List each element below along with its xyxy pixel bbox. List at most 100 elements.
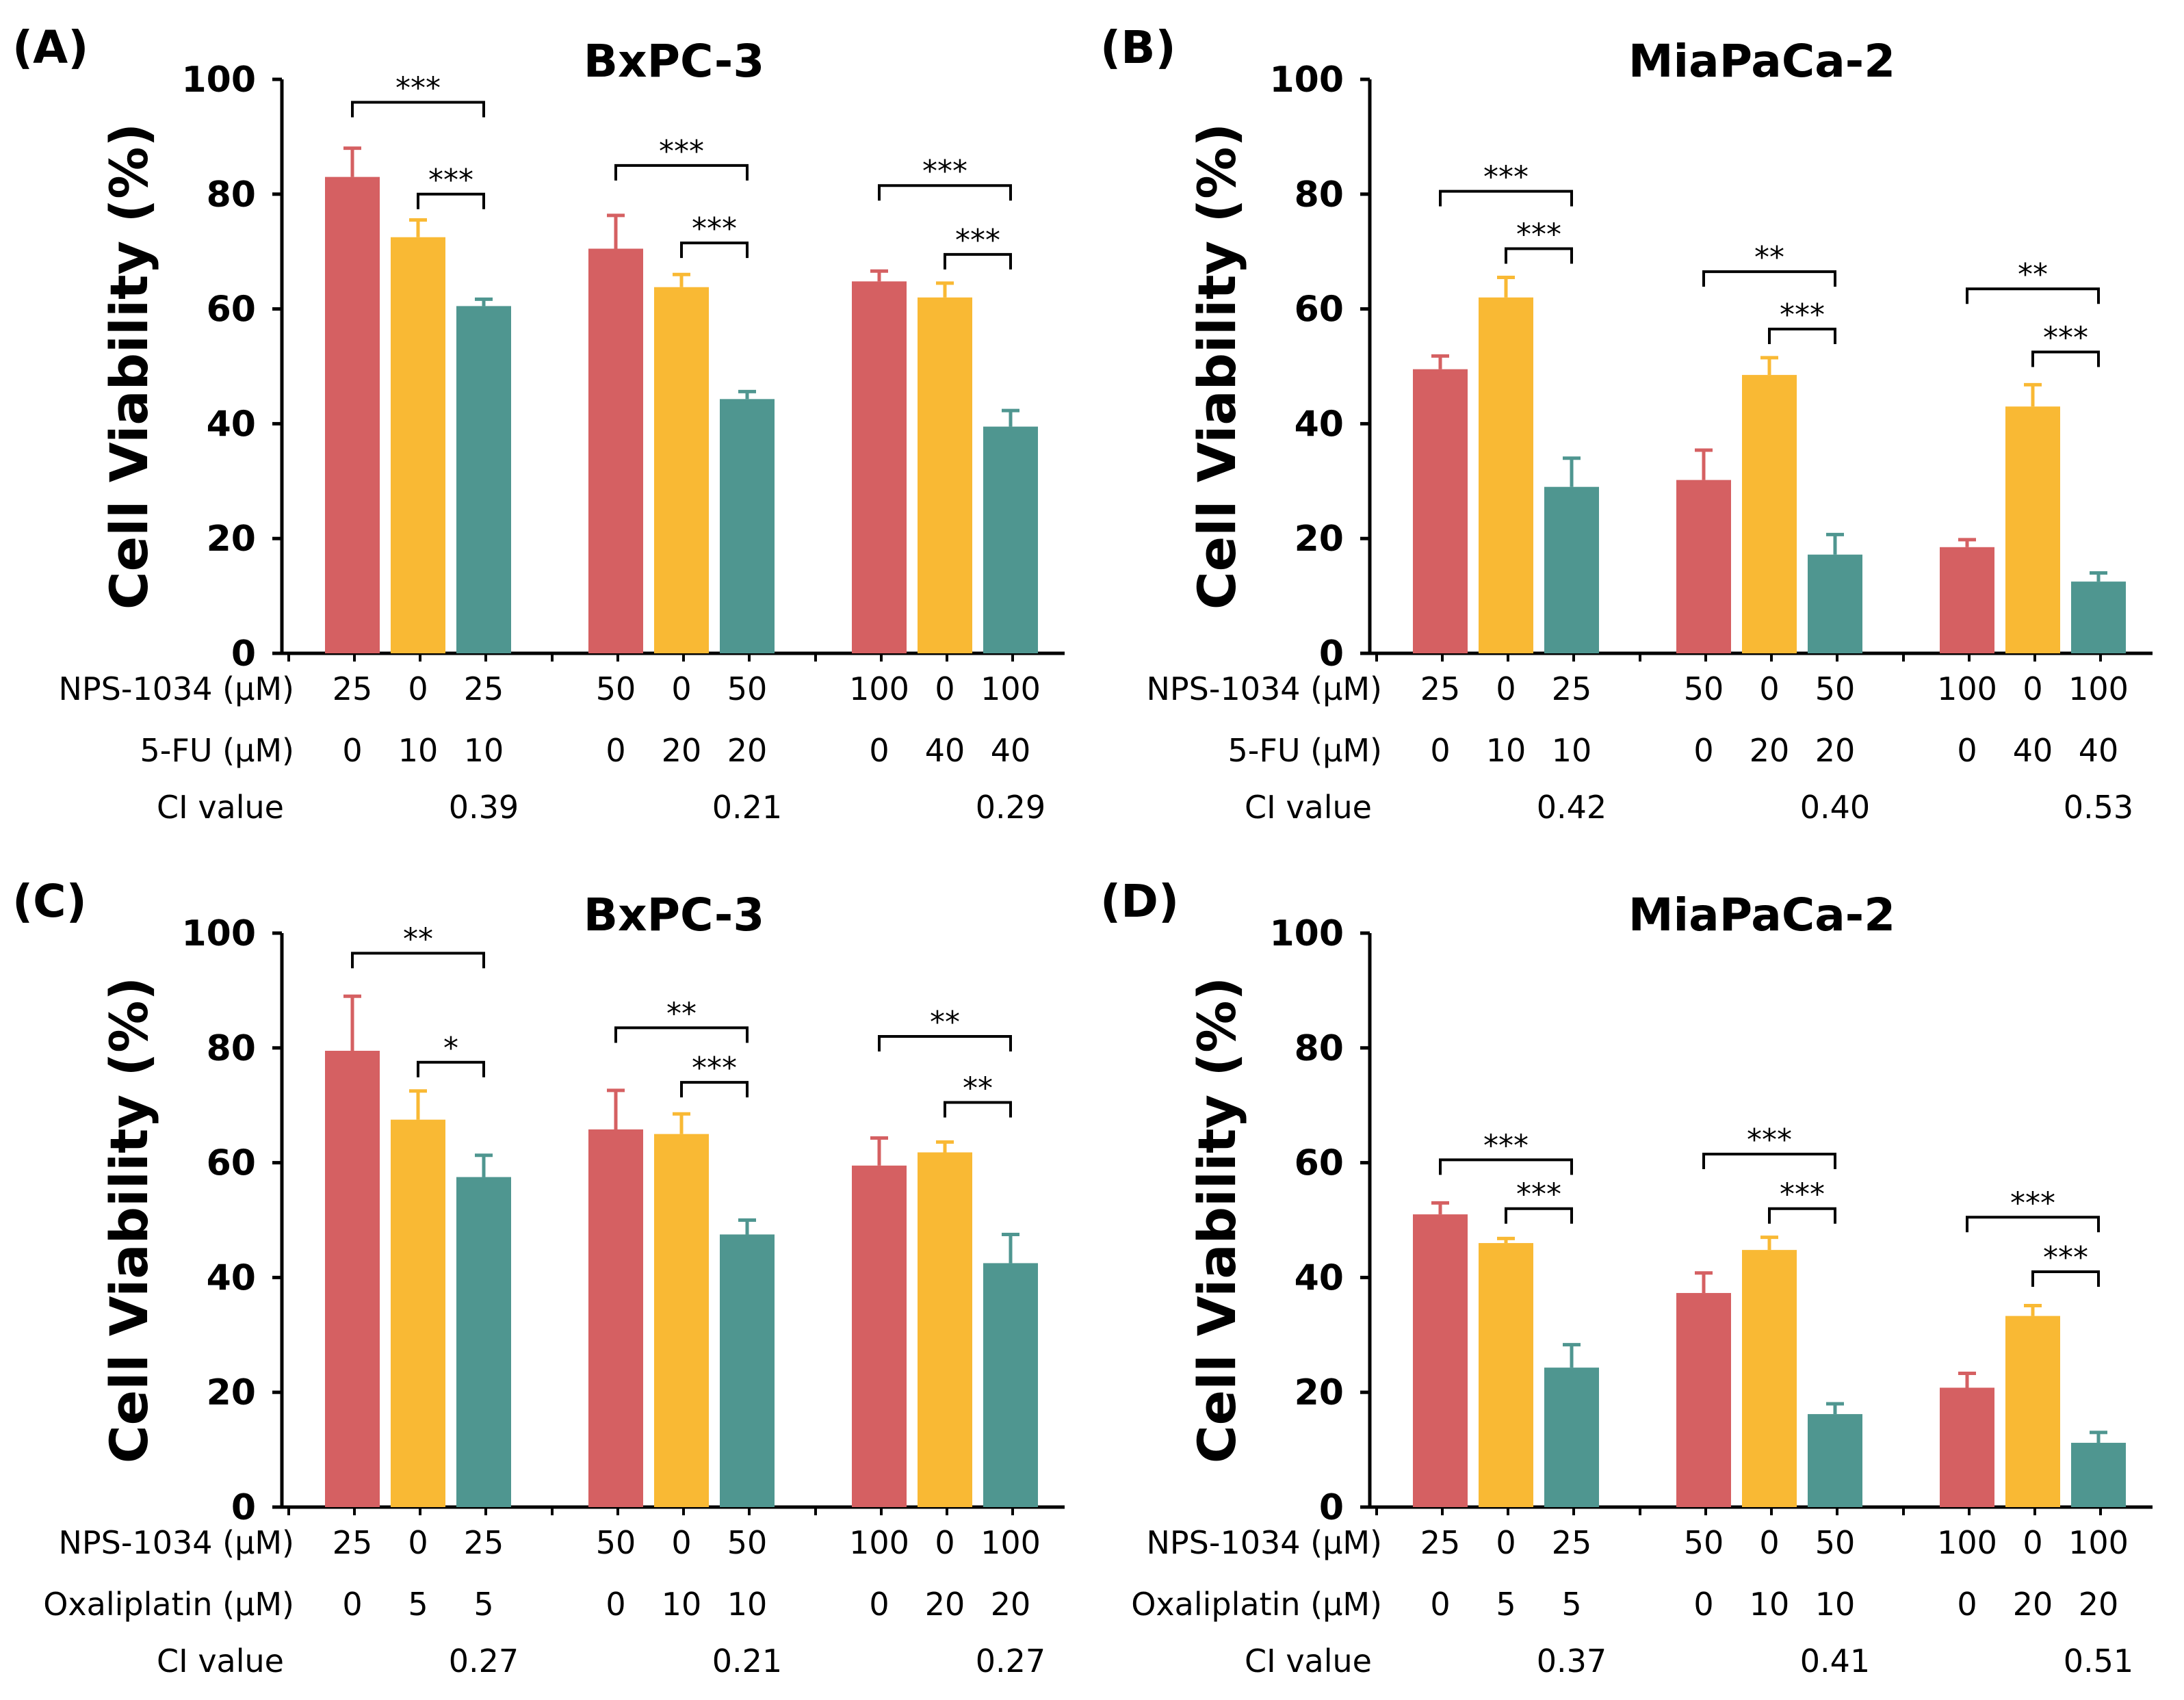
bar (983, 1263, 1038, 1507)
y-tick-label: 20 (1295, 1372, 1344, 1413)
treatment-value: 0 (671, 670, 691, 707)
treatment-value: 25 (333, 670, 373, 707)
significance-label: *** (1780, 298, 1825, 332)
significance-label: *** (428, 163, 473, 198)
bar (1808, 1414, 1862, 1507)
panel-letter: (D) (1100, 875, 1179, 928)
y-tick-label: 0 (1319, 633, 1344, 675)
ci-value: 0.27 (449, 1643, 519, 1679)
treatment-value: 0 (606, 1586, 625, 1623)
y-tick-label: 40 (207, 404, 256, 445)
y-tick-label: 20 (207, 1372, 256, 1413)
y-tick-label: 80 (1295, 1028, 1344, 1069)
bar (1479, 297, 1533, 653)
bar (983, 426, 1038, 653)
bar (1808, 554, 1862, 653)
treatment-value: 50 (1684, 1524, 1724, 1561)
significance-label: *** (2043, 1240, 2088, 1275)
treatment-value: 20 (2079, 1586, 2119, 1623)
bar (1742, 375, 1797, 653)
significance-label: ** (403, 921, 433, 956)
significance-bracket (2031, 1270, 2100, 1287)
significance-label: ** (2018, 257, 2048, 292)
bar (1544, 486, 1599, 653)
treatment-row-label: 5-FU (μM) (140, 732, 294, 769)
treatment-value: 100 (980, 1524, 1041, 1561)
significance-label: *** (1516, 218, 1561, 252)
significance-bracket (417, 192, 485, 209)
y-axis-label: Cell Viability (%) (1186, 977, 1247, 1463)
y-tick-label: 60 (207, 289, 256, 330)
treatment-value: 25 (1420, 1524, 1461, 1561)
significance-bracket (1505, 247, 1573, 264)
panel-letter: (C) (12, 875, 87, 928)
treatment-value: 10 (1486, 732, 1526, 769)
treatment-value: 50 (596, 670, 636, 707)
treatment-row-label: NPS-1034 (μM) (59, 1524, 294, 1561)
treatment-value: 10 (1815, 1586, 1856, 1623)
bar (456, 306, 511, 653)
significance-bracket (878, 1035, 1012, 1052)
significance-label: ** (963, 1071, 993, 1106)
significance-label: *** (692, 211, 737, 246)
chart-title: MiaPaCa-2 (1628, 889, 1895, 941)
chart-title: BxPC-3 (584, 889, 765, 941)
ci-value: 0.29 (976, 789, 1045, 826)
bar (918, 297, 972, 653)
y-tick-label: 60 (1295, 1143, 1344, 1184)
treatment-value: 5 (408, 1586, 428, 1623)
treatment-value: 5 (1561, 1586, 1581, 1623)
significance-bracket (1966, 287, 2100, 304)
treatment-value: 20 (1815, 732, 1856, 769)
treatment-value: 50 (1815, 1524, 1856, 1561)
significance-label: *** (2010, 1186, 2055, 1220)
treatment-value: 10 (1750, 1586, 1790, 1623)
treatment-value: 40 (991, 732, 1031, 769)
significance-bracket (417, 1060, 485, 1077)
treatment-value: 100 (1937, 1524, 1997, 1561)
significance-bracket (944, 1101, 1012, 1118)
panel-letter: (B) (1100, 21, 1176, 74)
bar (325, 176, 380, 653)
treatment-value: 0 (869, 1586, 889, 1623)
bar (456, 1177, 511, 1507)
y-tick-label: 100 (1269, 60, 1344, 101)
treatment-row-label: NPS-1034 (μM) (1147, 670, 1382, 707)
bar (1479, 1243, 1533, 1507)
bar (1413, 1214, 1468, 1507)
treatment-value: 40 (2079, 732, 2119, 769)
chart-panel: (D) MiaPaCa-2 Cell Viability (%) 0 20 40 60 80 1… (1100, 875, 2153, 1679)
ci-value: 0.41 (1800, 1643, 1870, 1679)
y-axis-label: Cell Viability (%) (1186, 123, 1247, 610)
treatment-value: 100 (849, 1524, 909, 1561)
treatment-value: 20 (925, 1586, 965, 1623)
treatment-value: 25 (1552, 1524, 1592, 1561)
significance-bracket (1702, 270, 1836, 287)
y-tick-label: 80 (207, 1028, 256, 1069)
treatment-value: 100 (2068, 670, 2129, 707)
treatment-value: 0 (408, 1524, 428, 1561)
bar (1742, 1250, 1797, 1507)
ci-value: 0.42 (1537, 789, 1607, 826)
treatment-value: 0 (342, 732, 362, 769)
treatment-value: 40 (2013, 732, 2053, 769)
y-tick-label: 20 (1295, 519, 1344, 560)
y-tick-label: 20 (207, 519, 256, 560)
bar (1940, 547, 1994, 653)
significance-bracket (680, 241, 749, 259)
bar (391, 1119, 445, 1507)
treatment-value: 0 (1693, 732, 1713, 769)
ci-value: 0.21 (712, 789, 782, 826)
ci-value: 0.53 (2064, 789, 2133, 826)
bar (2005, 1316, 2060, 1507)
chart-title: BxPC-3 (584, 35, 765, 88)
treatment-value: 0 (342, 1586, 362, 1623)
significance-bracket (944, 252, 1012, 270)
significance-label: *** (395, 71, 441, 106)
significance-bracket (680, 1081, 749, 1098)
treatment-value: 10 (1552, 732, 1592, 769)
bar (1676, 1293, 1731, 1507)
treatment-value: 50 (1684, 670, 1724, 707)
treatment-value: 0 (2023, 670, 2042, 707)
treatment-value: 25 (1420, 670, 1461, 707)
